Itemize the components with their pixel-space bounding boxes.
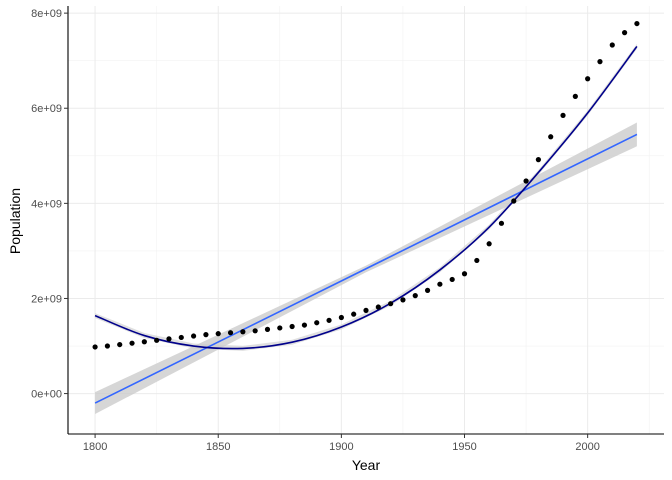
data-point [474, 257, 480, 264]
data-point [92, 344, 98, 350]
x-tick-label: 1850 [206, 441, 230, 453]
confidence-band [95, 43, 637, 415]
data-point [634, 20, 640, 27]
data-point [388, 301, 394, 307]
data-point [178, 334, 184, 341]
data-point [117, 341, 123, 348]
data-point [585, 76, 591, 82]
data-point [289, 323, 295, 330]
data-point [129, 340, 135, 346]
fit-lines [94, 45, 638, 404]
data-point [572, 93, 578, 99]
y-tick-label: 2e+09 [31, 293, 62, 305]
data-point [621, 30, 628, 36]
quadratic-fit-line [94, 45, 638, 350]
quadratic-fit-ribbon [95, 43, 637, 351]
data-point [523, 178, 529, 184]
data-point [363, 307, 369, 313]
y-axis-title: Population [7, 188, 23, 254]
data-point [166, 336, 172, 342]
data-point [400, 297, 406, 303]
y-tick-label: 4e+09 [31, 198, 62, 210]
data-point [548, 134, 554, 140]
data-point [154, 337, 160, 343]
data-point [264, 326, 271, 332]
data-point [597, 59, 603, 65]
data-point [375, 304, 381, 310]
data-point [609, 42, 615, 48]
data-point [437, 281, 443, 287]
data-point [203, 332, 209, 338]
data-point [511, 198, 517, 204]
data-point [486, 241, 492, 247]
data-point [338, 314, 344, 321]
data-points [92, 20, 640, 350]
x-tick-label: 1950 [452, 441, 476, 453]
data-point [461, 271, 468, 277]
x-axis-title: Year [352, 457, 381, 473]
data-point [535, 157, 541, 163]
data-point [277, 325, 283, 331]
data-point [240, 329, 246, 335]
y-tick-label: 0e+00 [31, 389, 62, 401]
data-point [449, 276, 455, 283]
data-point [424, 287, 431, 293]
tick-labels: 1800 1850 1900 1950 2000 0e+00 2e+09 4e+09 6e+09… [31, 8, 600, 453]
data-point [314, 320, 320, 326]
data-point [252, 328, 258, 334]
axes [64, 6, 664, 438]
data-point [498, 220, 505, 226]
data-point [301, 322, 308, 328]
data-point [215, 331, 221, 337]
data-point [412, 293, 418, 299]
linear-fit-line [94, 133, 638, 404]
data-point [141, 339, 147, 345]
y-tick-label: 8e+09 [31, 8, 62, 20]
x-tick-label: 2000 [575, 441, 599, 453]
data-point [351, 311, 357, 317]
data-point [227, 330, 234, 336]
x-tick-label: 1900 [329, 441, 353, 453]
data-point [326, 317, 332, 323]
y-tick-label: 6e+09 [31, 103, 62, 115]
data-point [104, 343, 111, 349]
data-point [560, 112, 566, 118]
data-point [191, 333, 197, 339]
x-tick-label: 1800 [83, 441, 107, 453]
